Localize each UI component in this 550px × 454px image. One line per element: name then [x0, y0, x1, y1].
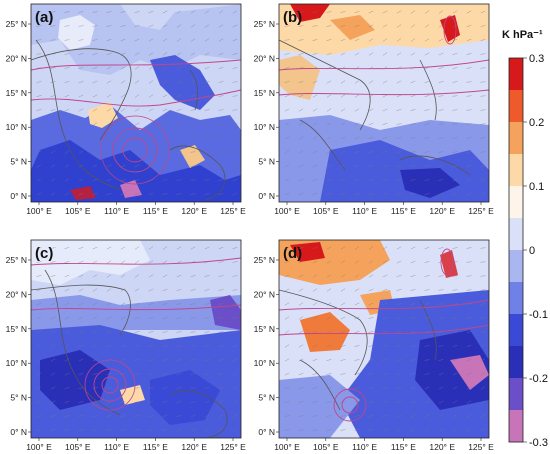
colorbar: K hPa⁻¹ 0.3 0.2 0.1 0 -0.1 -0.2 -0.3	[502, 29, 548, 449]
y-tick-label: 5° N	[10, 393, 27, 403]
map-panel-a: (a)	[30, 3, 242, 203]
x-tick-label: 115° E	[143, 442, 168, 452]
x-tick-label: 115° E	[391, 442, 416, 452]
wind-vectors	[36, 246, 238, 432]
x-tick-label: 125° E	[468, 442, 494, 452]
y-tick-label: 25° N	[254, 19, 275, 29]
colorbar-swatch	[509, 282, 523, 315]
x-tick-label: 125° E	[220, 206, 246, 216]
colorbar-swatch	[509, 250, 523, 283]
y-tick-label: 20° N	[254, 289, 275, 299]
y-tick-label: 0° N	[10, 427, 27, 437]
colorbar-swatch	[509, 218, 523, 251]
y-tick-label: 5° N	[258, 393, 275, 403]
x-tick-label: 105° E	[65, 442, 91, 452]
axes: 100° E 105° E 110° E 115° E 120° E 125° E 25° …	[6, 10, 494, 452]
x-tick-label: 100° E	[274, 442, 300, 452]
y-tick-label: 10° N	[6, 358, 27, 368]
x-tick-label: 115° E	[143, 206, 168, 216]
x-tick-label: 105° E	[313, 442, 339, 452]
colorbar-swatch	[509, 122, 523, 155]
y-tick-label: 20° N	[6, 53, 27, 63]
colorbar-swatch	[509, 410, 523, 443]
y-tick-label: 0° N	[10, 191, 27, 201]
x-tick-label: 120° E	[429, 442, 455, 452]
x-tick-label: 100° E	[26, 206, 52, 216]
y-tick-label: 10° N	[254, 358, 275, 368]
x-tick-label: 110° E	[352, 442, 377, 452]
colorbar-swatch	[509, 154, 523, 187]
y-tick-label: 10° N	[6, 122, 27, 132]
x-tick-label: 105° E	[313, 206, 339, 216]
x-tick-label: 100° E	[26, 442, 52, 452]
x-tick-label: 110° E	[352, 206, 377, 216]
y-tick-label: 0° N	[258, 427, 275, 437]
y-tick-label: 25° N	[6, 19, 27, 29]
colorbar-label: 0.3	[529, 53, 544, 65]
y-tick-label: 25° N	[6, 255, 27, 265]
y-tick-label: 20° N	[6, 289, 27, 299]
map-panel-c: (c)	[30, 239, 242, 439]
colorbar-swatch	[509, 186, 523, 219]
colorbar-label: 0.2	[529, 117, 544, 129]
x-tick-label: 120° E	[181, 206, 207, 216]
colorbar-swatch	[509, 346, 523, 379]
panel-label-b: (b)	[283, 9, 302, 26]
y-tick-label: 0° N	[258, 191, 275, 201]
colorbar-swatch	[509, 58, 523, 91]
x-tick-label: 125° E	[468, 206, 494, 216]
map-panel-b: (b)	[278, 3, 490, 203]
y-tick-label: 15° N	[254, 324, 275, 334]
x-tick-label: 100° E	[274, 206, 300, 216]
colorbar-label: -0.2	[529, 373, 548, 385]
y-tick-label: 20° N	[254, 53, 275, 63]
y-tick-label: 15° N	[6, 324, 27, 334]
y-tick-label: 15° N	[6, 88, 27, 98]
y-tick-label: 10° N	[254, 122, 275, 132]
colorbar-label: 0.1	[529, 181, 544, 193]
colorbar-label: -0.3	[529, 437, 548, 449]
colorbar-swatch	[509, 314, 523, 347]
wind-vectors	[284, 10, 486, 196]
y-tick-label: 25° N	[254, 255, 275, 265]
wind-vectors	[36, 10, 238, 196]
wind-vectors	[284, 246, 486, 432]
panel-label-d: (d)	[283, 245, 302, 262]
x-tick-label: 120° E	[181, 442, 207, 452]
x-tick-label: 120° E	[429, 206, 455, 216]
x-tick-label: 110° E	[104, 206, 129, 216]
colorbar-swatch	[509, 378, 523, 411]
x-tick-label: 125° E	[220, 442, 246, 452]
map-panel-d: (d)	[278, 239, 490, 439]
y-tick-label: 15° N	[254, 88, 275, 98]
x-tick-label: 115° E	[391, 206, 416, 216]
y-tick-label: 5° N	[10, 157, 27, 167]
colorbar-label: -0.1	[529, 309, 548, 321]
colorbar-swatch	[509, 90, 523, 123]
panel-label-c: (c)	[35, 245, 53, 262]
colorbar-title: K hPa⁻¹	[502, 29, 543, 41]
colorbar-label: 0	[529, 245, 535, 257]
y-tick-label: 5° N	[258, 157, 275, 167]
x-tick-label: 105° E	[65, 206, 91, 216]
panel-label-a: (a)	[35, 9, 53, 26]
x-tick-label: 110° E	[104, 442, 129, 452]
